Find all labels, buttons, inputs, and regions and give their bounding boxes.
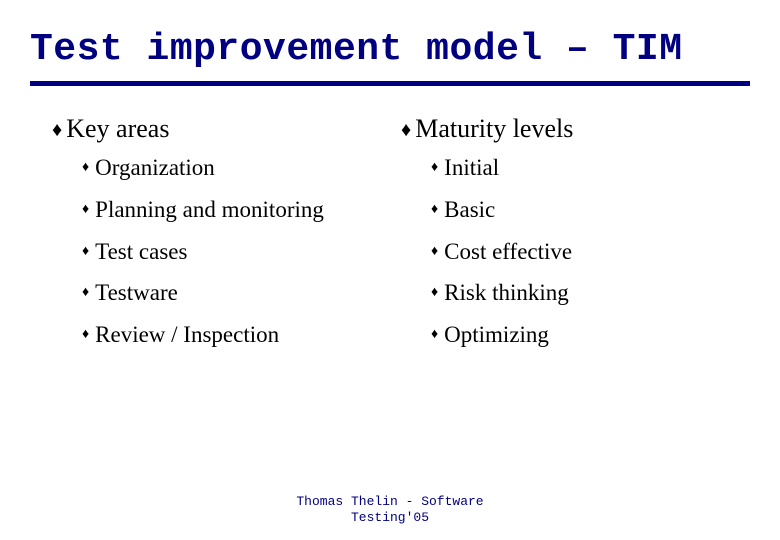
item-text: Initial [444,154,499,183]
list-item: ♦ Cost effective [431,238,750,267]
left-header: ♦ Key areas [52,114,401,144]
left-header-text: Key areas [66,114,169,144]
diamond-icon: ♦ [82,159,89,177]
diamond-icon: ♦ [82,201,89,219]
item-text: Basic [444,196,495,225]
right-header: ♦ Maturity levels [401,114,750,144]
item-text: Review / Inspection [95,321,279,350]
diamond-icon: ♦ [52,119,62,142]
item-text: Risk thinking [444,279,569,308]
list-item: ♦ Initial [431,154,750,183]
diamond-icon: ♦ [431,326,438,344]
item-text: Cost effective [444,238,572,267]
title-underline [30,81,750,86]
right-header-text: Maturity levels [415,114,573,144]
slide-footer: Thomas Thelin - Software Testing'05 [0,494,780,527]
item-text: Organization [95,154,215,183]
list-item: ♦ Test cases [82,238,401,267]
right-column: ♦ Maturity levels ♦ Initial ♦ Basic ♦ Co… [401,114,750,363]
item-text: Optimizing [444,321,549,350]
left-column: ♦ Key areas ♦ Organization ♦ Planning an… [30,114,401,363]
list-item: ♦ Planning and monitoring [82,196,401,225]
list-item: ♦ Optimizing [431,321,750,350]
list-item: ♦ Testware [82,279,401,308]
diamond-icon: ♦ [82,243,89,261]
list-item: ♦ Basic [431,196,750,225]
diamond-icon: ♦ [431,243,438,261]
diamond-icon: ♦ [82,284,89,302]
footer-line-2: Testing'05 [0,510,780,526]
item-text: Testware [95,279,178,308]
list-item: ♦ Review / Inspection [82,321,401,350]
content-columns: ♦ Key areas ♦ Organization ♦ Planning an… [30,114,750,363]
diamond-icon: ♦ [401,119,411,142]
diamond-icon: ♦ [431,159,438,177]
list-item: ♦ Organization [82,154,401,183]
diamond-icon: ♦ [82,326,89,344]
slide: Test improvement model – TIM ♦ Key areas… [0,0,780,363]
slide-title: Test improvement model – TIM [30,28,750,71]
footer-line-1: Thomas Thelin - Software [0,494,780,510]
diamond-icon: ♦ [431,284,438,302]
list-item: ♦ Risk thinking [431,279,750,308]
diamond-icon: ♦ [431,201,438,219]
item-text: Test cases [95,238,187,267]
item-text: Planning and monitoring [95,196,324,225]
